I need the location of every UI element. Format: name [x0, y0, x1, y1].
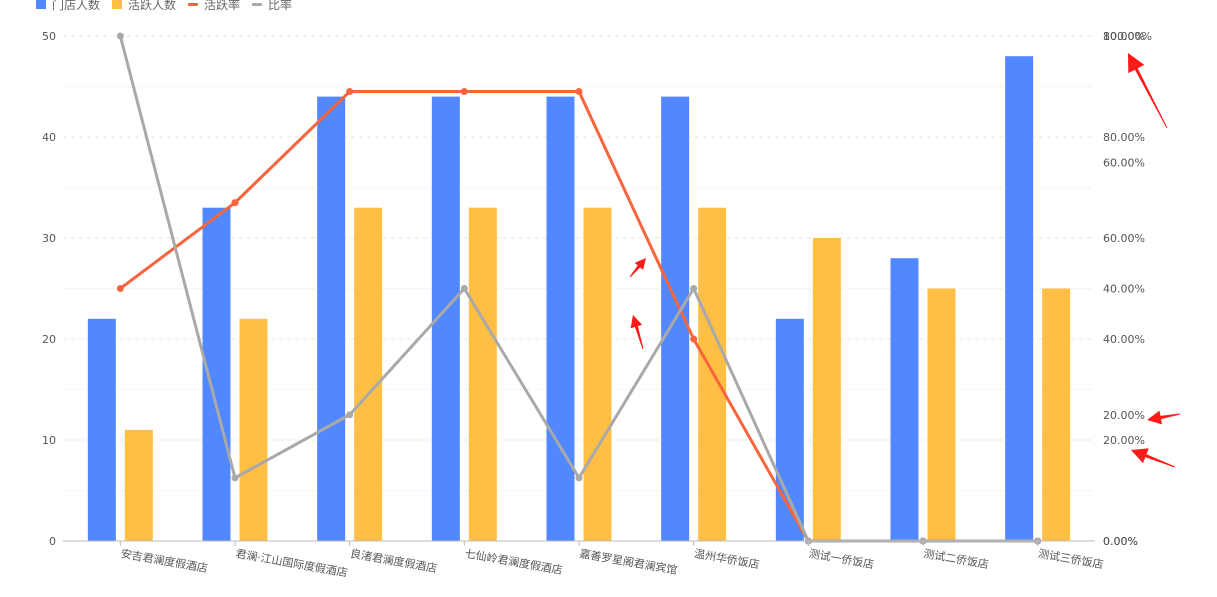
chart-legend: 门店人数 活跃人数 活跃率 比率 [36, 0, 304, 12]
legend-swatch [188, 2, 199, 6]
y2-tick-label: 100.00% [1103, 30, 1152, 43]
y2-tick-label: 60.00% [1103, 232, 1145, 245]
arrow-icon [1147, 410, 1181, 425]
arrow-icon [1131, 448, 1176, 468]
legend-item-store-count[interactable]: 门店人数 [36, 0, 100, 13]
x-tick-label: 温州华侨饭店 [693, 546, 760, 571]
y-tick-label: 10 [42, 434, 56, 447]
x-tick-label: 良渚君澜度假酒店 [349, 546, 438, 575]
y2-tick-label: 60.00% [1103, 156, 1145, 169]
y-axis-right: 0.00%0.00%20.00%20.00%40.00%40.00%60.00%… [1103, 30, 1152, 548]
series-point [690, 335, 698, 343]
y-tick-label: 40 [42, 131, 56, 144]
bar [775, 318, 804, 541]
bar [124, 429, 153, 541]
legend-swatch [36, 0, 46, 9]
x-tick-label: 君澜·江山国际度假酒店 [234, 546, 348, 579]
bar [239, 318, 268, 541]
legend-label: 活跃人数 [128, 0, 177, 12]
x-tick-label: 七仙岭君澜度假酒店 [464, 546, 564, 577]
y-tick-label: 50 [42, 30, 56, 43]
y2-tick-label: 0.00% [1103, 535, 1138, 548]
legend-swatch [252, 2, 263, 6]
grid-lines [63, 35, 1095, 491]
bar [87, 318, 116, 541]
bar [546, 96, 575, 541]
arrow-icon [630, 315, 644, 350]
annotation-arrows [629, 53, 1181, 468]
bar [1005, 56, 1034, 541]
series-point [346, 88, 354, 96]
series-point [575, 88, 583, 96]
bar [583, 207, 612, 541]
series-point [231, 199, 239, 207]
x-tick-label: 测试二侨饭店 [922, 546, 989, 571]
y2-tick-label: 20.00% [1103, 409, 1145, 422]
bar [812, 238, 841, 541]
series-point [575, 474, 583, 482]
series-point [116, 32, 124, 40]
y-tick-label: 30 [42, 232, 56, 245]
bar [468, 207, 497, 541]
legend-label: 活跃率 [204, 0, 241, 12]
legend-item-active-count[interactable]: 活跃人数 [112, 0, 176, 13]
bar [927, 288, 956, 541]
series-point [116, 285, 124, 292]
y2-tick-label: 0.00% [1103, 535, 1138, 548]
legend-label: 比率 [268, 0, 293, 12]
y2-tick-label: 40.00% [1103, 333, 1145, 346]
legend-item-active-rate[interactable]: 活跃率 [188, 0, 240, 13]
y2-tick-label: 40.00% [1103, 283, 1145, 296]
arrow-icon [629, 258, 646, 278]
legend-swatch [112, 0, 123, 9]
y2-tick-label: 20.00% [1103, 434, 1145, 447]
bar [890, 258, 919, 541]
y2-tick-label: 80.00% [1103, 30, 1145, 43]
legend-item-ratio[interactable]: 比率 [252, 0, 292, 13]
y-tick-label: 0 [49, 535, 56, 548]
series-point [231, 474, 239, 482]
arrow-icon [1128, 53, 1168, 129]
series-point [346, 411, 354, 419]
legend-label: 门店人数 [52, 0, 101, 12]
bar [1042, 288, 1071, 541]
x-tick-label: 安吉君澜度假酒店 [120, 546, 209, 575]
bar [317, 96, 346, 541]
x-tick-label: 测试三侨饭店 [1037, 546, 1104, 571]
x-axis: 安吉君澜度假酒店 君澜·江山国际度假酒店 良渚君澜度假酒店 七仙岭君澜度假酒店 嘉善罗星… [63, 540, 1105, 580]
y-axis-left: 0 10 20 30 40 50 [42, 30, 56, 548]
bar-series [87, 56, 1071, 541]
series-point [460, 285, 468, 292]
series-point [690, 285, 698, 292]
series-point [460, 88, 468, 96]
x-tick-label: 嘉善罗星阁君澜宾馆 [578, 546, 678, 577]
y-tick-label: 20 [42, 333, 56, 346]
x-tick-label: 测试一侨饭店 [808, 546, 875, 571]
y2-tick-label: 80.00% [1103, 131, 1145, 144]
bar [354, 207, 383, 541]
